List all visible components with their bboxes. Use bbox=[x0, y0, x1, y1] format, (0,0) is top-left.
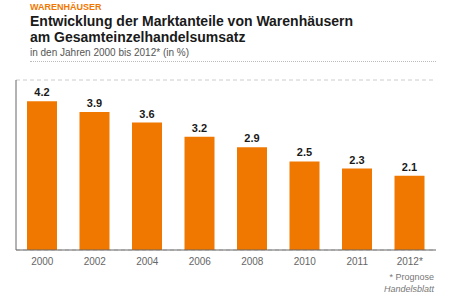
svg-text:3.9: 3.9 bbox=[87, 97, 102, 109]
html-text:Handelsblatt: Handelsblatt bbox=[384, 284, 434, 294]
svg-text:2006: 2006 bbox=[189, 256, 212, 267]
svg-text:3.6: 3.6 bbox=[139, 108, 154, 120]
html-text:am Gesamteinzelhandelsumsatz: am Gesamteinzelhandelsumsatz bbox=[30, 29, 246, 45]
svg-text:2002: 2002 bbox=[84, 256, 107, 267]
html-text:in den Jahren 2000 bis 2012* (: in den Jahren 2000 bis 2012* (in %) bbox=[30, 47, 189, 58]
svg-text:2011: 2011 bbox=[346, 256, 368, 267]
html-text:* Prognose: * Prognose bbox=[389, 272, 434, 282]
svg-text:2.3: 2.3 bbox=[349, 154, 364, 166]
svg-text:4.2: 4.2 bbox=[34, 86, 49, 98]
svg-text:2.9: 2.9 bbox=[244, 132, 259, 144]
svg-text:2.5: 2.5 bbox=[297, 146, 312, 158]
svg-text:2004: 2004 bbox=[136, 256, 159, 267]
svg-text:2012*: 2012* bbox=[397, 256, 423, 267]
svg-text:2.1: 2.1 bbox=[402, 161, 417, 173]
html-text:Entwicklung der Marktanteile v: Entwicklung der Marktanteile von Warenhä… bbox=[30, 13, 354, 29]
svg-text:2000: 2000 bbox=[31, 256, 54, 267]
svg-text:2010: 2010 bbox=[294, 256, 317, 267]
svg-text:2008: 2008 bbox=[241, 256, 264, 267]
html-text:WARENHÄUSER: WARENHÄUSER bbox=[30, 2, 102, 12]
svg-text:3.2: 3.2 bbox=[192, 122, 207, 134]
